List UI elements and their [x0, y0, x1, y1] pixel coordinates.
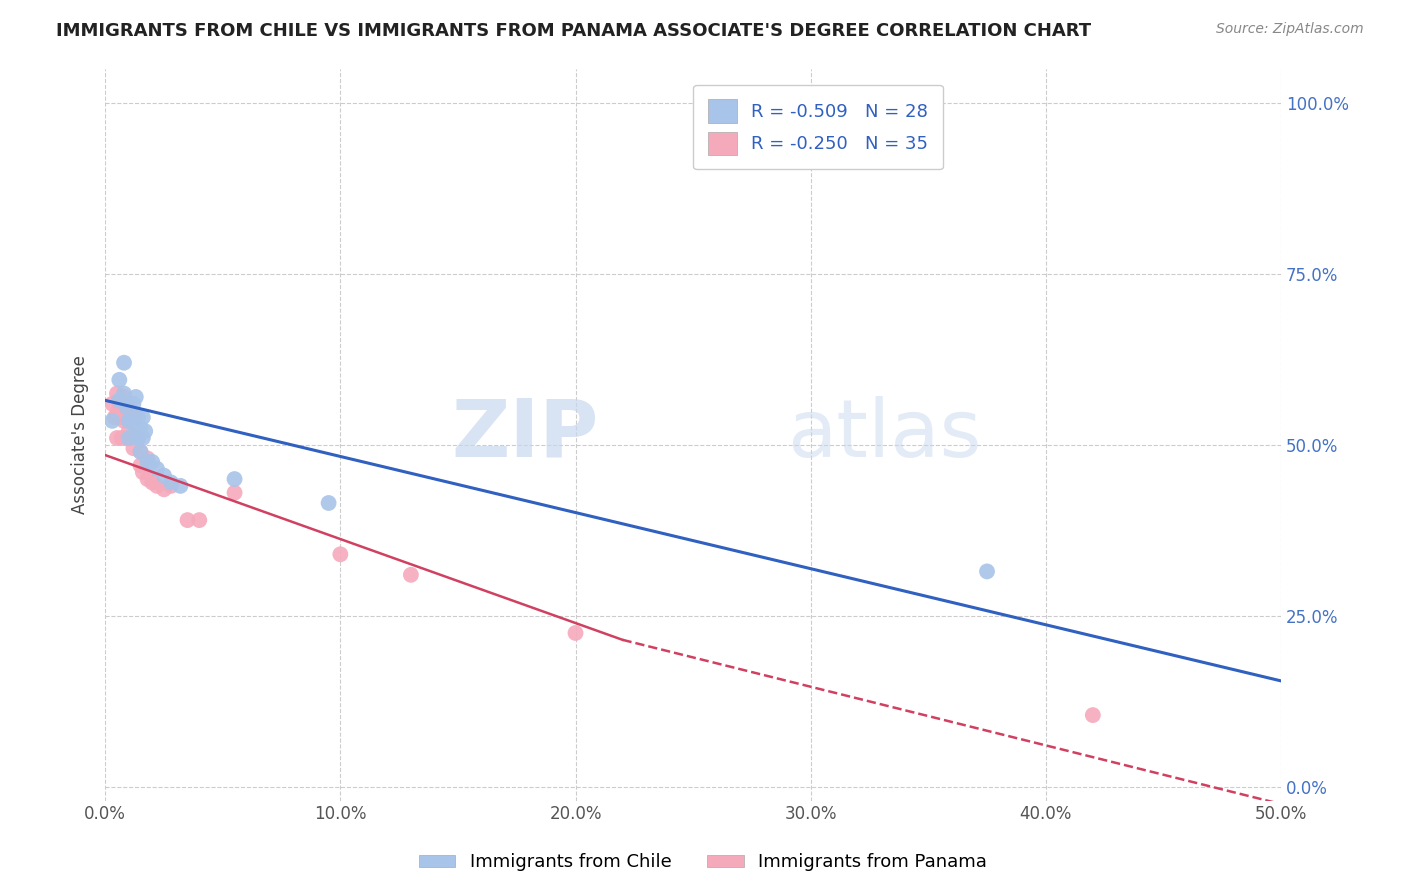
Point: [108, 401, 131, 415]
Point: [105, 407, 128, 421]
Point: [115, 401, 138, 415]
Point: [176, 513, 198, 527]
Point: [125, 390, 148, 404]
Point: [122, 442, 145, 456]
Point: [132, 431, 155, 445]
Point: [108, 393, 131, 408]
Point: [160, 475, 183, 490]
Point: [111, 431, 134, 445]
Point: [115, 407, 138, 421]
Point: [188, 513, 211, 527]
Point: [115, 431, 138, 445]
Text: Source: ZipAtlas.com: Source: ZipAtlas.com: [1216, 22, 1364, 37]
Point: [120, 431, 142, 445]
Point: [146, 479, 169, 493]
Point: [127, 431, 149, 445]
Y-axis label: Associate's Degree: Associate's Degree: [72, 355, 89, 514]
Point: [108, 373, 131, 387]
Point: [125, 410, 148, 425]
Point: [112, 356, 135, 370]
Point: [318, 496, 340, 510]
Point: [118, 401, 141, 415]
Point: [136, 472, 159, 486]
Point: [136, 455, 159, 469]
Point: [224, 472, 246, 486]
Legend: R = -0.509   N = 28, R = -0.250   N = 35: R = -0.509 N = 28, R = -0.250 N = 35: [693, 85, 942, 169]
Point: [153, 483, 176, 497]
Point: [153, 468, 176, 483]
Point: [224, 485, 246, 500]
Point: [127, 410, 149, 425]
Point: [122, 417, 145, 432]
Point: [129, 444, 152, 458]
Point: [101, 397, 124, 411]
Point: [118, 414, 141, 428]
Point: [118, 431, 141, 445]
Point: [112, 390, 135, 404]
Point: [104, 410, 127, 425]
Point: [399, 567, 422, 582]
Point: [1081, 708, 1104, 723]
Point: [129, 444, 152, 458]
Point: [134, 424, 156, 438]
Point: [132, 465, 155, 479]
Point: [129, 421, 152, 435]
Text: atlas: atlas: [787, 395, 981, 474]
Point: [105, 431, 128, 445]
Point: [169, 479, 191, 493]
Point: [141, 475, 163, 490]
Point: [129, 458, 152, 473]
Legend: Immigrants from Chile, Immigrants from Panama: Immigrants from Chile, Immigrants from P…: [412, 847, 994, 879]
Point: [120, 414, 142, 428]
Point: [101, 414, 124, 428]
Point: [122, 397, 145, 411]
Point: [122, 407, 145, 421]
Point: [105, 386, 128, 401]
Point: [111, 410, 134, 425]
Text: IMMIGRANTS FROM CHILE VS IMMIGRANTS FROM PANAMA ASSOCIATE'S DEGREE CORRELATION C: IMMIGRANTS FROM CHILE VS IMMIGRANTS FROM…: [56, 22, 1091, 40]
Point: [136, 451, 159, 466]
Text: ZIP: ZIP: [451, 395, 599, 474]
Point: [160, 479, 183, 493]
Point: [118, 424, 141, 438]
Point: [329, 547, 352, 561]
Point: [141, 455, 163, 469]
Point: [112, 386, 135, 401]
Point: [132, 410, 155, 425]
Point: [127, 431, 149, 445]
Point: [976, 565, 998, 579]
Point: [564, 626, 586, 640]
Point: [146, 462, 169, 476]
Point: [112, 414, 135, 428]
